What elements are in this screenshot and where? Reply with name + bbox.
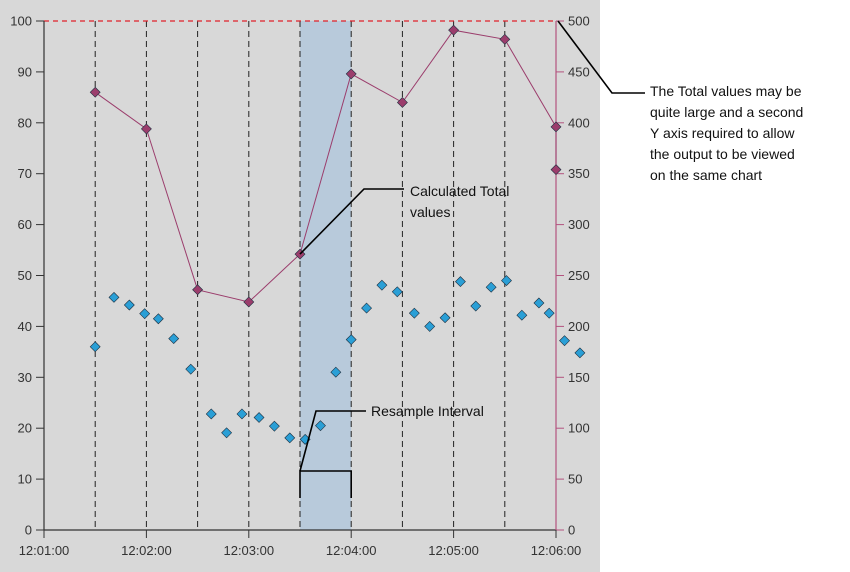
sample-point bbox=[284, 432, 296, 444]
y-left-tick-label: 40 bbox=[18, 319, 32, 334]
y-right-tick-label: 100 bbox=[568, 421, 590, 436]
sample-point bbox=[185, 363, 197, 375]
sample-point bbox=[205, 408, 217, 420]
total-point bbox=[140, 123, 152, 135]
y-right-tick-label: 200 bbox=[568, 319, 590, 334]
sample-point bbox=[89, 341, 101, 353]
total-point bbox=[448, 24, 460, 36]
sample-point bbox=[408, 307, 420, 319]
interval-annotation-text: Resample Interval bbox=[371, 403, 484, 419]
y-right-tick-label: 350 bbox=[568, 166, 590, 181]
y-right-tick-label: 450 bbox=[568, 64, 590, 79]
sample-point bbox=[543, 307, 555, 319]
series-layer bbox=[89, 24, 586, 445]
total-point bbox=[550, 121, 562, 133]
sample-point bbox=[516, 309, 528, 321]
total-point bbox=[243, 296, 255, 308]
sample-point bbox=[376, 279, 388, 291]
total-point bbox=[89, 86, 101, 98]
total-annotation-text: values bbox=[410, 204, 450, 220]
y-left-tick-label: 60 bbox=[18, 217, 32, 232]
sample-point bbox=[168, 333, 180, 345]
sample-point bbox=[424, 320, 436, 332]
resample-interval-band bbox=[300, 21, 352, 530]
axis-note-leader-line bbox=[557, 20, 645, 94]
total-point bbox=[192, 284, 204, 296]
y-right-tick-label: 400 bbox=[568, 115, 590, 130]
y-left-tick-label: 0 bbox=[25, 523, 32, 538]
y-left-tick-label: 70 bbox=[18, 166, 32, 181]
axis-note-text: The Total values may be bbox=[650, 83, 802, 99]
axis-note-text: the output to be viewed bbox=[650, 146, 795, 162]
total-point bbox=[550, 164, 562, 176]
sample-point bbox=[345, 334, 357, 346]
sample-point bbox=[108, 291, 120, 303]
sample-point bbox=[391, 286, 403, 298]
y-left-tick-label: 50 bbox=[18, 268, 32, 283]
y-right-tick-label: 150 bbox=[568, 370, 590, 385]
sample-point bbox=[559, 335, 570, 347]
sample-point bbox=[139, 308, 151, 320]
axes: 0 10 20 30 40 50 60 70 80 90 100 0 50 100 150 200 250 300… bbox=[10, 14, 589, 559]
x-tick-label: 12:03:00 bbox=[223, 543, 274, 558]
sample-point bbox=[439, 312, 451, 324]
sample-point bbox=[361, 302, 372, 314]
y-left-tick-label: 10 bbox=[18, 472, 32, 487]
interval-leader-line bbox=[299, 410, 366, 472]
y-left-tick-label: 90 bbox=[18, 64, 32, 79]
sample-point bbox=[221, 427, 233, 439]
x-tick-label: 12:02:00 bbox=[121, 543, 172, 558]
y-right-tick-label: 500 bbox=[568, 14, 590, 29]
y-right-tick-label: 50 bbox=[568, 472, 582, 487]
sample-point bbox=[152, 313, 164, 325]
total-point bbox=[345, 68, 357, 80]
sample-point bbox=[330, 366, 342, 378]
y-left-tick-label: 20 bbox=[18, 421, 32, 436]
axis-note-text: Y axis required to allow bbox=[650, 125, 795, 141]
x-tick-label: 12:05:00 bbox=[428, 543, 479, 558]
y-left-tick-label: 30 bbox=[18, 370, 32, 385]
axis-note-text: on the same chart bbox=[650, 167, 762, 183]
y-right-tick-label: 250 bbox=[568, 268, 590, 283]
sample-point bbox=[501, 275, 512, 287]
x-tick-label: 12:01:00 bbox=[19, 543, 70, 558]
sample-point bbox=[268, 420, 280, 432]
y-left-tick-label: 100 bbox=[10, 14, 32, 29]
sample-point bbox=[455, 276, 466, 288]
axis-note-text: quite large and a second bbox=[650, 104, 803, 120]
sample-point bbox=[123, 299, 135, 311]
sample-point bbox=[533, 297, 545, 309]
total-leader-line bbox=[299, 188, 404, 255]
y-left-tick-label: 80 bbox=[18, 115, 32, 130]
sample-point bbox=[236, 408, 248, 420]
x-tick-label: 12:06:00 bbox=[531, 543, 582, 558]
sample-point bbox=[485, 281, 497, 293]
y-right-tick-label: 300 bbox=[568, 217, 590, 232]
sample-point bbox=[470, 300, 482, 312]
sample-point bbox=[574, 347, 586, 359]
total-point bbox=[499, 33, 511, 45]
sample-point bbox=[315, 420, 326, 432]
y-right-tick-label: 0 bbox=[568, 523, 575, 538]
x-tick-label: 12:04:00 bbox=[326, 543, 377, 558]
total-annotation-text: Calculated Total bbox=[410, 183, 509, 199]
plot-area bbox=[44, 20, 557, 530]
annotations: Calculated Total values Resample Interval T… bbox=[299, 20, 803, 498]
total-point bbox=[396, 97, 408, 108]
sample-point bbox=[253, 412, 265, 423]
interval-bracket bbox=[299, 470, 353, 498]
